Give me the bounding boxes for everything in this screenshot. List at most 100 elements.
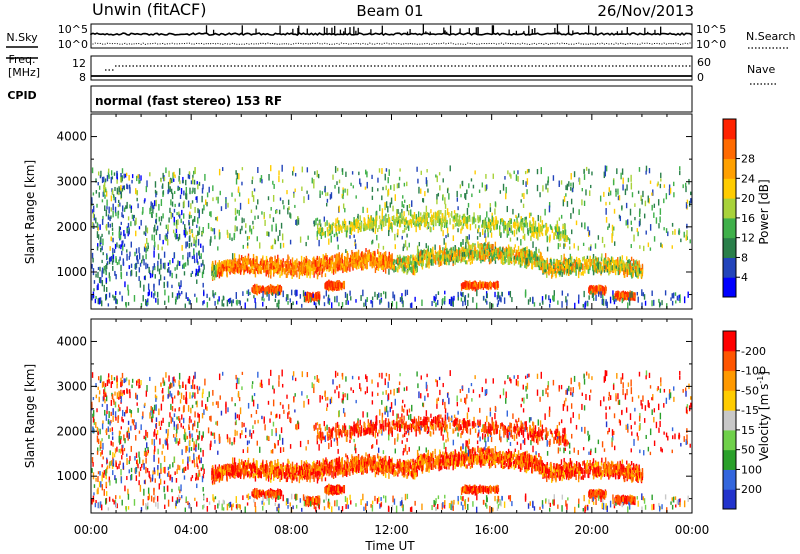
- power-echo: [441, 213, 444, 218]
- power-echo: [346, 264, 348, 269]
- power-echo: [296, 262, 299, 268]
- power-echo: [118, 231, 120, 239]
- power-echo: [645, 170, 647, 175]
- power-echo: [674, 229, 676, 235]
- power-echo: [115, 258, 117, 263]
- power-echo: [542, 185, 544, 192]
- power-echo: [225, 262, 227, 270]
- power-echo: [382, 260, 384, 266]
- power-echo: [277, 288, 280, 293]
- power-echo: [215, 271, 217, 275]
- power-echo: [522, 226, 525, 234]
- power-echo: [332, 222, 334, 227]
- power-echo: [631, 192, 634, 198]
- power-echo: [401, 208, 403, 214]
- power-echo: [651, 192, 653, 196]
- power-echo: [356, 253, 359, 260]
- power-echo: [135, 188, 137, 195]
- power-echo: [93, 214, 96, 221]
- power-echo: [271, 244, 274, 250]
- power-echo: [327, 259, 330, 263]
- power-echo: [281, 233, 284, 241]
- power-echo: [499, 246, 501, 251]
- power-echo: [466, 207, 469, 215]
- power-echo: [509, 237, 512, 242]
- power-echo: [426, 216, 428, 222]
- power-echo: [153, 284, 155, 292]
- power-echo: [313, 179, 315, 184]
- power-echo: [443, 248, 446, 255]
- power-echo: [683, 231, 685, 238]
- power-echo: [492, 173, 494, 179]
- power-echo: [121, 212, 123, 218]
- power-echo: [171, 272, 173, 279]
- power-echo: [471, 216, 474, 222]
- power-echo: [271, 224, 273, 232]
- power-echo: [410, 209, 412, 217]
- power-echo: [406, 257, 409, 261]
- power-echo: [189, 211, 191, 216]
- power-echo: [522, 255, 525, 263]
- power-echo: [231, 253, 234, 260]
- power-echo: [324, 222, 327, 227]
- power-echo: [669, 187, 672, 194]
- power-echo: [627, 221, 629, 229]
- power-echo: [284, 261, 286, 267]
- power-echo: [129, 204, 131, 209]
- power-echo: [620, 259, 623, 264]
- power-echo: [412, 219, 414, 224]
- power-echo: [482, 219, 484, 225]
- power-echo: [351, 222, 353, 227]
- power-echo: [673, 181, 675, 187]
- power-echo: [189, 251, 191, 258]
- power-echo: [420, 260, 423, 267]
- power-echo: [456, 214, 458, 221]
- power-echo: [346, 188, 349, 196]
- power-echo: [653, 212, 655, 218]
- power-echo: [382, 186, 384, 191]
- power-echo: [449, 250, 451, 255]
- power-echo: [146, 247, 149, 252]
- power-echo: [457, 219, 460, 227]
- power-echo: [607, 226, 609, 230]
- power-echo: [121, 250, 123, 256]
- power-echo: [220, 264, 223, 271]
- power-echo: [389, 261, 391, 268]
- power-echo: [120, 187, 122, 194]
- power-echo: [390, 223, 392, 230]
- power-echo: [516, 219, 518, 224]
- power-echo: [604, 170, 607, 177]
- power-echo: [156, 225, 159, 231]
- power-echo: [498, 251, 501, 256]
- power-echo: [458, 249, 461, 257]
- power-echo: [125, 205, 127, 210]
- power-echo: [248, 236, 250, 240]
- power-echo: [382, 245, 385, 250]
- power-echo: [280, 266, 283, 271]
- power-echo: [411, 266, 414, 273]
- power-echo: [412, 254, 414, 258]
- power-echo: [479, 243, 481, 247]
- power-echo: [318, 295, 320, 299]
- power-echo: [515, 174, 518, 181]
- power-echo: [557, 243, 560, 250]
- power-echo: [561, 264, 563, 269]
- power-echo: [314, 294, 316, 301]
- power-echo: [216, 216, 219, 222]
- power-echo: [501, 260, 504, 265]
- power-echo: [357, 222, 359, 228]
- power-echo: [462, 239, 464, 245]
- power-echo: [506, 248, 508, 252]
- power-echo: [515, 229, 518, 235]
- power-echo: [522, 219, 524, 225]
- power-echo: [278, 170, 280, 176]
- power-echo: [296, 273, 298, 278]
- power-echo: [130, 206, 132, 213]
- power-echo: [101, 176, 104, 184]
- power-echo: [105, 263, 108, 270]
- power-echo: [530, 212, 532, 217]
- power-echo: [425, 259, 428, 264]
- power-echo: [616, 168, 618, 175]
- power-echo: [483, 242, 485, 247]
- power-echo: [198, 250, 200, 257]
